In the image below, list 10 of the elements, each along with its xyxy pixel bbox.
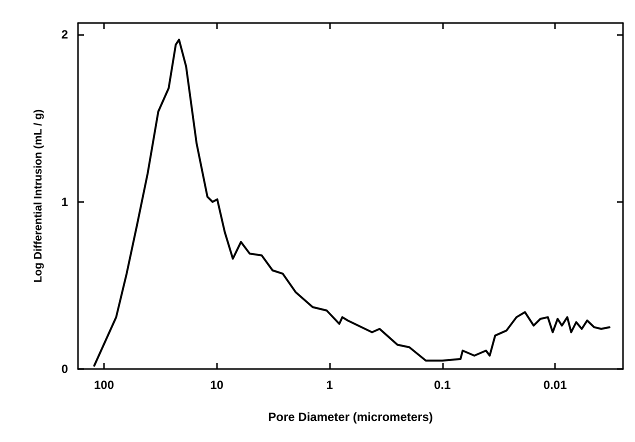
- y-tick-label: 2: [61, 28, 68, 42]
- x-tick-label: 1: [326, 378, 334, 392]
- y-tick-label: 1: [61, 194, 68, 209]
- x-tick-label: 10: [210, 378, 224, 392]
- x-axis-title: Pore Diameter (micrometers): [268, 410, 433, 424]
- x-tick-label: 0.1: [434, 378, 451, 392]
- y-axis-title: Log Differential Intrusion (mL / g): [32, 108, 44, 283]
- x-tick-label: 0.01: [543, 378, 568, 392]
- y-tick-label: 0: [61, 362, 68, 376]
- x-tick-label: 100: [94, 378, 114, 392]
